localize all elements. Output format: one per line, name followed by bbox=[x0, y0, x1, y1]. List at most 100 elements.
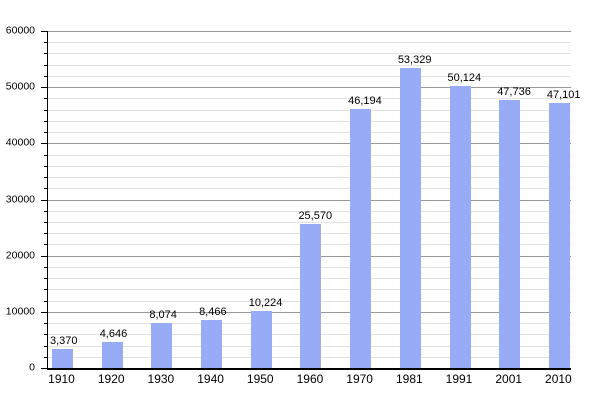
gridline-minor bbox=[48, 188, 571, 190]
gridline-major bbox=[48, 199, 571, 201]
y-axis-tick bbox=[44, 75, 48, 77]
bar: 47,101 bbox=[547, 89, 581, 368]
y-axis-tick bbox=[44, 42, 48, 44]
y-axis-tick bbox=[44, 289, 48, 291]
bar-value-label: 3,370 bbox=[50, 335, 78, 348]
y-axis-tick bbox=[44, 233, 48, 235]
y-axis-tick bbox=[44, 53, 48, 55]
y-axis-tick bbox=[44, 165, 48, 167]
gridline-minor bbox=[48, 64, 571, 66]
bar: 3,370 bbox=[50, 335, 78, 368]
gridline-minor bbox=[48, 165, 571, 167]
bar-value-label: 50,124 bbox=[447, 72, 482, 85]
y-axis-tick bbox=[44, 210, 48, 212]
y-axis-labels: 0 10000 20000 30000 40000 50000 60000 bbox=[0, 25, 41, 373]
gridline-minor bbox=[48, 177, 571, 179]
bar: 10,224 bbox=[249, 297, 282, 368]
bar: 47,736 bbox=[497, 86, 531, 368]
y-axis-tick bbox=[41, 368, 48, 369]
x-axis-category-label: 1960 bbox=[297, 372, 324, 388]
y-axis-tick bbox=[41, 31, 48, 32]
y-axis-tick bbox=[44, 278, 48, 280]
bar-value-label: 53,329 bbox=[397, 54, 432, 67]
gridline-major bbox=[48, 87, 571, 89]
y-axis-tick-label: 40000 bbox=[5, 136, 35, 149]
bar: 46,194 bbox=[348, 95, 382, 368]
y-axis-tick bbox=[44, 64, 48, 66]
y-axis-tick bbox=[44, 154, 48, 156]
y-axis-tick bbox=[44, 334, 48, 336]
bar: 53,329 bbox=[398, 54, 431, 368]
y-axis-tick-label: 30000 bbox=[5, 193, 35, 205]
x-axis-category-text: 1920 bbox=[97, 372, 125, 386]
bar-value-label: 4,646 bbox=[99, 327, 128, 340]
y-axis-tick bbox=[44, 244, 48, 246]
gridline-minor bbox=[48, 132, 571, 134]
y-axis-tick bbox=[41, 143, 48, 145]
x-axis-category-label: 1991 bbox=[445, 372, 473, 388]
bar-value-label: 8,074 bbox=[149, 308, 177, 321]
bar-value-label: 47,101 bbox=[546, 89, 581, 102]
x-axis-labels: 1910 1920 1930 1940 1950 1960 1970 1981 1991 2001… bbox=[48, 372, 572, 388]
y-axis-tick bbox=[44, 266, 48, 268]
gridline-minor bbox=[48, 221, 571, 223]
y-axis-tick bbox=[44, 132, 48, 134]
x-axis-category-label: 1920 bbox=[97, 372, 125, 388]
gridline-minor bbox=[48, 120, 571, 122]
y-axis-tick-label: 10000 bbox=[5, 305, 35, 318]
y-axis-tick bbox=[41, 311, 48, 313]
bar: 4,646 bbox=[100, 328, 127, 368]
x-axis-category-label: 2001 bbox=[495, 372, 523, 388]
gridline-major bbox=[48, 31, 571, 32]
y-axis-tick bbox=[44, 188, 48, 190]
gridline-minor bbox=[48, 42, 571, 44]
y-axis-tick-label: 0 bbox=[29, 361, 35, 374]
bar-value-label: 47,736 bbox=[497, 85, 531, 98]
bar-value-label: 10,224 bbox=[248, 296, 283, 309]
bar-value-label: 25,570 bbox=[298, 210, 333, 223]
x-axis-category-text: 1940 bbox=[197, 372, 224, 386]
x-axis-category-text: 1910 bbox=[48, 372, 75, 386]
bar-series: 3,370 4,646 8,074 8,466 10,224 25,570 46,194 53… bbox=[50, 31, 581, 368]
y-axis-tick bbox=[44, 323, 48, 325]
y-axis-tick bbox=[44, 356, 48, 358]
x-axis-category-label: 1970 bbox=[346, 372, 373, 388]
y-axis-tick bbox=[44, 120, 48, 122]
y-axis-tick bbox=[44, 98, 48, 100]
x-axis-category-text: 1981 bbox=[395, 372, 423, 386]
y-axis-tick bbox=[41, 255, 48, 257]
gridline-minor bbox=[48, 53, 571, 55]
gridline-major bbox=[48, 143, 571, 145]
y-axis-tick bbox=[44, 345, 48, 347]
y-axis-tick bbox=[44, 300, 48, 302]
x-axis-category-label: 1910 bbox=[48, 372, 75, 388]
x-axis-category-label: 1950 bbox=[246, 372, 274, 388]
bar-value-label: 46,194 bbox=[348, 94, 382, 107]
gridline-minor bbox=[48, 109, 571, 111]
x-axis-category-label: 2010 bbox=[545, 372, 572, 388]
y-axis-tick-label: 60000 bbox=[5, 24, 35, 37]
y-axis-tick bbox=[44, 177, 48, 179]
x-axis-category-text: 1950 bbox=[246, 372, 274, 386]
x-axis-category-text: 1970 bbox=[346, 372, 373, 386]
y-axis-tick-label: 20000 bbox=[5, 249, 35, 262]
y-axis-tick-label: 50000 bbox=[5, 80, 35, 93]
x-axis-category-text: 1991 bbox=[445, 372, 473, 386]
y-axis-tick bbox=[41, 199, 48, 201]
x-axis-category-text: 2010 bbox=[545, 372, 572, 386]
gridline-minor bbox=[48, 98, 571, 100]
x-axis-category-label: 1940 bbox=[197, 372, 224, 388]
y-axis-tick bbox=[44, 109, 48, 111]
bar: 8,074 bbox=[149, 309, 177, 368]
y-axis-tick bbox=[41, 87, 48, 89]
bar-value-label: 8,466 bbox=[199, 306, 227, 319]
y-axis-tick bbox=[44, 221, 48, 223]
x-axis-category-text: 2001 bbox=[495, 372, 523, 386]
x-axis-category-label: 1930 bbox=[148, 372, 175, 388]
x-axis-category-label: 1981 bbox=[395, 372, 423, 388]
gridline-minor bbox=[48, 154, 571, 156]
bar: 25,570 bbox=[298, 210, 332, 368]
gridline-minor bbox=[48, 75, 571, 77]
gridline-minor bbox=[48, 210, 571, 212]
